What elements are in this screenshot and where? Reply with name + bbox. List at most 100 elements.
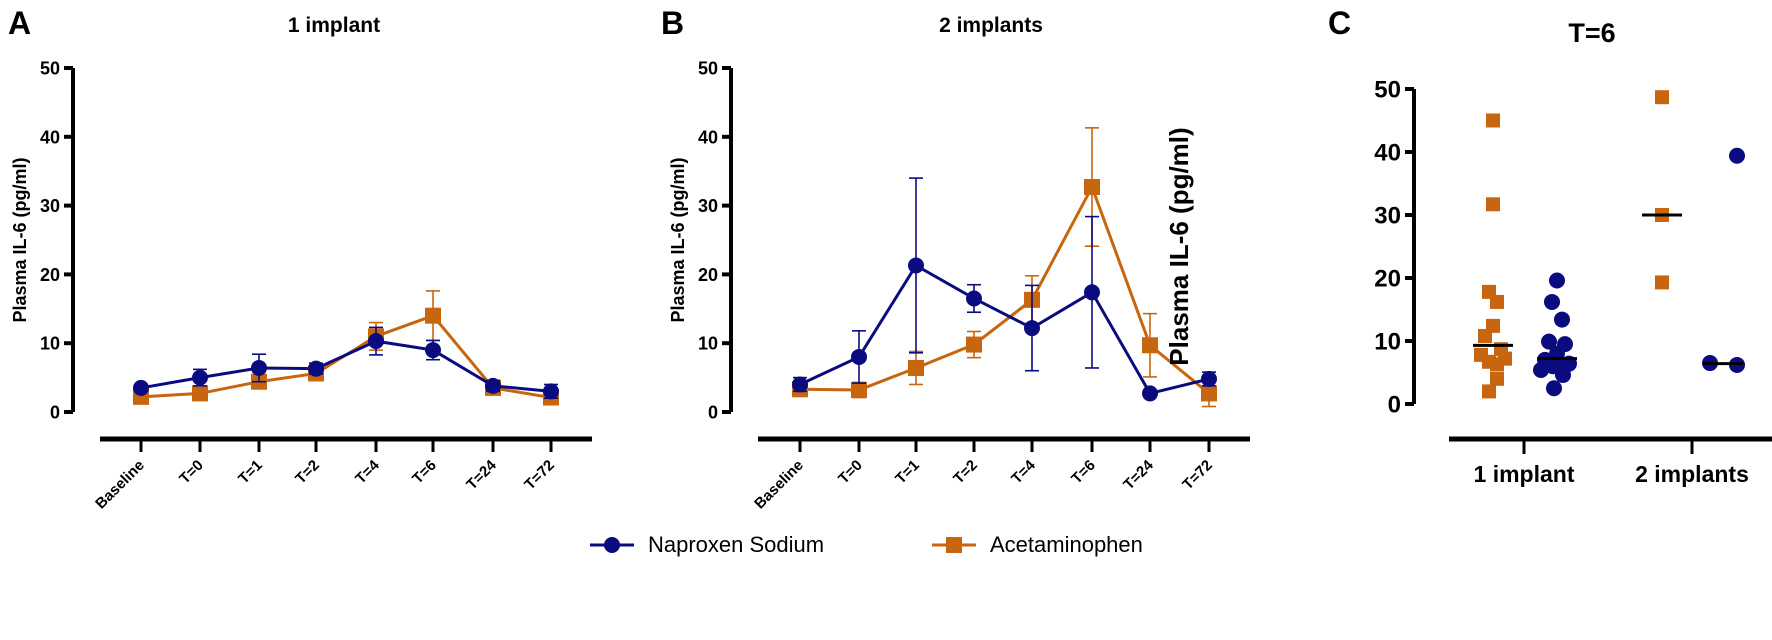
y-tick-label: 10 [40,334,60,354]
y-tick-label: 30 [1374,203,1401,230]
y-tick-label: 30 [40,196,60,216]
data-point [368,333,384,350]
y-tick-label: 0 [1388,392,1401,419]
y-axis-label: Plasma IL-6 (pg/ml) [668,157,688,322]
panel-letter: B [661,5,684,41]
data-point [851,381,867,398]
data-point [1084,179,1100,196]
data-point [1482,384,1496,399]
data-point [133,379,149,396]
group-0 [1473,113,1513,399]
x-tick-label: T=0 [176,457,207,488]
y-tick-label: 20 [40,265,60,285]
data-point [1541,333,1557,350]
series-line [799,183,1210,395]
data-point [1549,272,1565,289]
y-tick-label: 0 [50,402,60,422]
data-point [192,369,208,386]
data-point [1555,367,1571,384]
data-point [1729,147,1745,164]
data-point [1486,113,1500,128]
data-point [251,359,267,376]
x-tick-label: T=2 [950,457,981,488]
y-tick-label: 40 [1374,140,1401,167]
square-marker-icon [932,537,976,553]
y-tick-label: 10 [698,334,718,354]
data-point [308,360,324,377]
data-point [966,290,982,307]
y-tick-label: 20 [698,265,718,285]
data-point [1201,370,1217,387]
data-point [1084,284,1100,301]
y-tick-label: 40 [40,127,60,147]
x-tick-label: 1 implant [1474,461,1575,487]
group-1 [1533,272,1577,397]
data-point [966,336,982,353]
chart-title: T=6 [1568,18,1615,48]
x-tick-label: T=4 [352,456,383,487]
x-tick-label: T=2 [292,457,323,488]
x-tick-label: T=24 [1120,456,1157,493]
y-tick-label: 50 [40,58,60,78]
group-3 [1702,147,1745,373]
y-tick-label: 20 [1374,266,1401,293]
data-point [1554,311,1570,328]
x-tick-label: T=1 [892,457,923,488]
x-tick-label: T=1 [235,457,266,488]
y-axis-label: Plasma IL-6 (pg/ml) [10,157,30,322]
panel-letter: C [1328,5,1351,41]
data-point [192,385,208,402]
data-point [1142,385,1158,402]
y-tick-label: 0 [708,402,718,422]
data-point [1486,197,1500,212]
panel-letter: A [8,5,31,41]
data-point [1490,371,1504,386]
y-axis-label: Plasma IL-6 (pg/ml) [1164,127,1194,365]
data-point [1490,294,1504,309]
data-point [792,376,808,393]
data-point [1142,337,1158,354]
data-point [1024,320,1040,337]
x-tick-label: Baseline [92,457,148,513]
data-point [908,359,924,376]
x-tick-label: T=6 [1068,457,1099,488]
data-point [1655,90,1669,105]
legend-item-acetaminophen: Acetaminophen [930,532,1143,558]
data-point [1544,293,1560,310]
data-point [1490,357,1504,372]
x-tick-label: T=72 [1179,457,1215,493]
chart-title: 2 implants [939,14,1043,37]
data-point [1655,275,1669,290]
y-tick-label: 40 [698,127,718,147]
data-point [1478,328,1492,343]
series-acetaminophen [792,127,1217,408]
x-tick-label: T=0 [835,457,866,488]
series-naproxen [133,326,559,400]
data-point [1201,385,1217,402]
data-point [851,348,867,365]
circle-marker-icon [590,537,634,553]
y-tick-label: 50 [1374,77,1401,104]
x-tick-label: T=4 [1008,456,1039,487]
legend-label: Naproxen Sodium [648,532,825,557]
data-point [543,383,559,400]
data-point [1546,380,1562,397]
y-tick-label: 10 [1374,329,1401,356]
x-tick-label: 2 implants [1635,461,1749,487]
series-line [140,339,552,393]
x-tick-label: T=6 [409,457,440,488]
group-2 [1642,90,1682,290]
x-tick-label: T=72 [521,457,557,493]
legend-item-naproxen: Naproxen Sodium [588,532,824,558]
data-point [908,257,924,274]
series-naproxen [792,177,1217,402]
series-line [799,263,1210,396]
x-tick-label: Baseline [751,457,807,513]
x-tick-label: T=24 [463,456,500,493]
y-tick-label: 50 [698,58,718,78]
chart-title: 1 implant [288,14,380,37]
y-tick-label: 30 [698,196,718,216]
data-point [485,377,501,394]
legend-label: Acetaminophen [990,532,1143,557]
